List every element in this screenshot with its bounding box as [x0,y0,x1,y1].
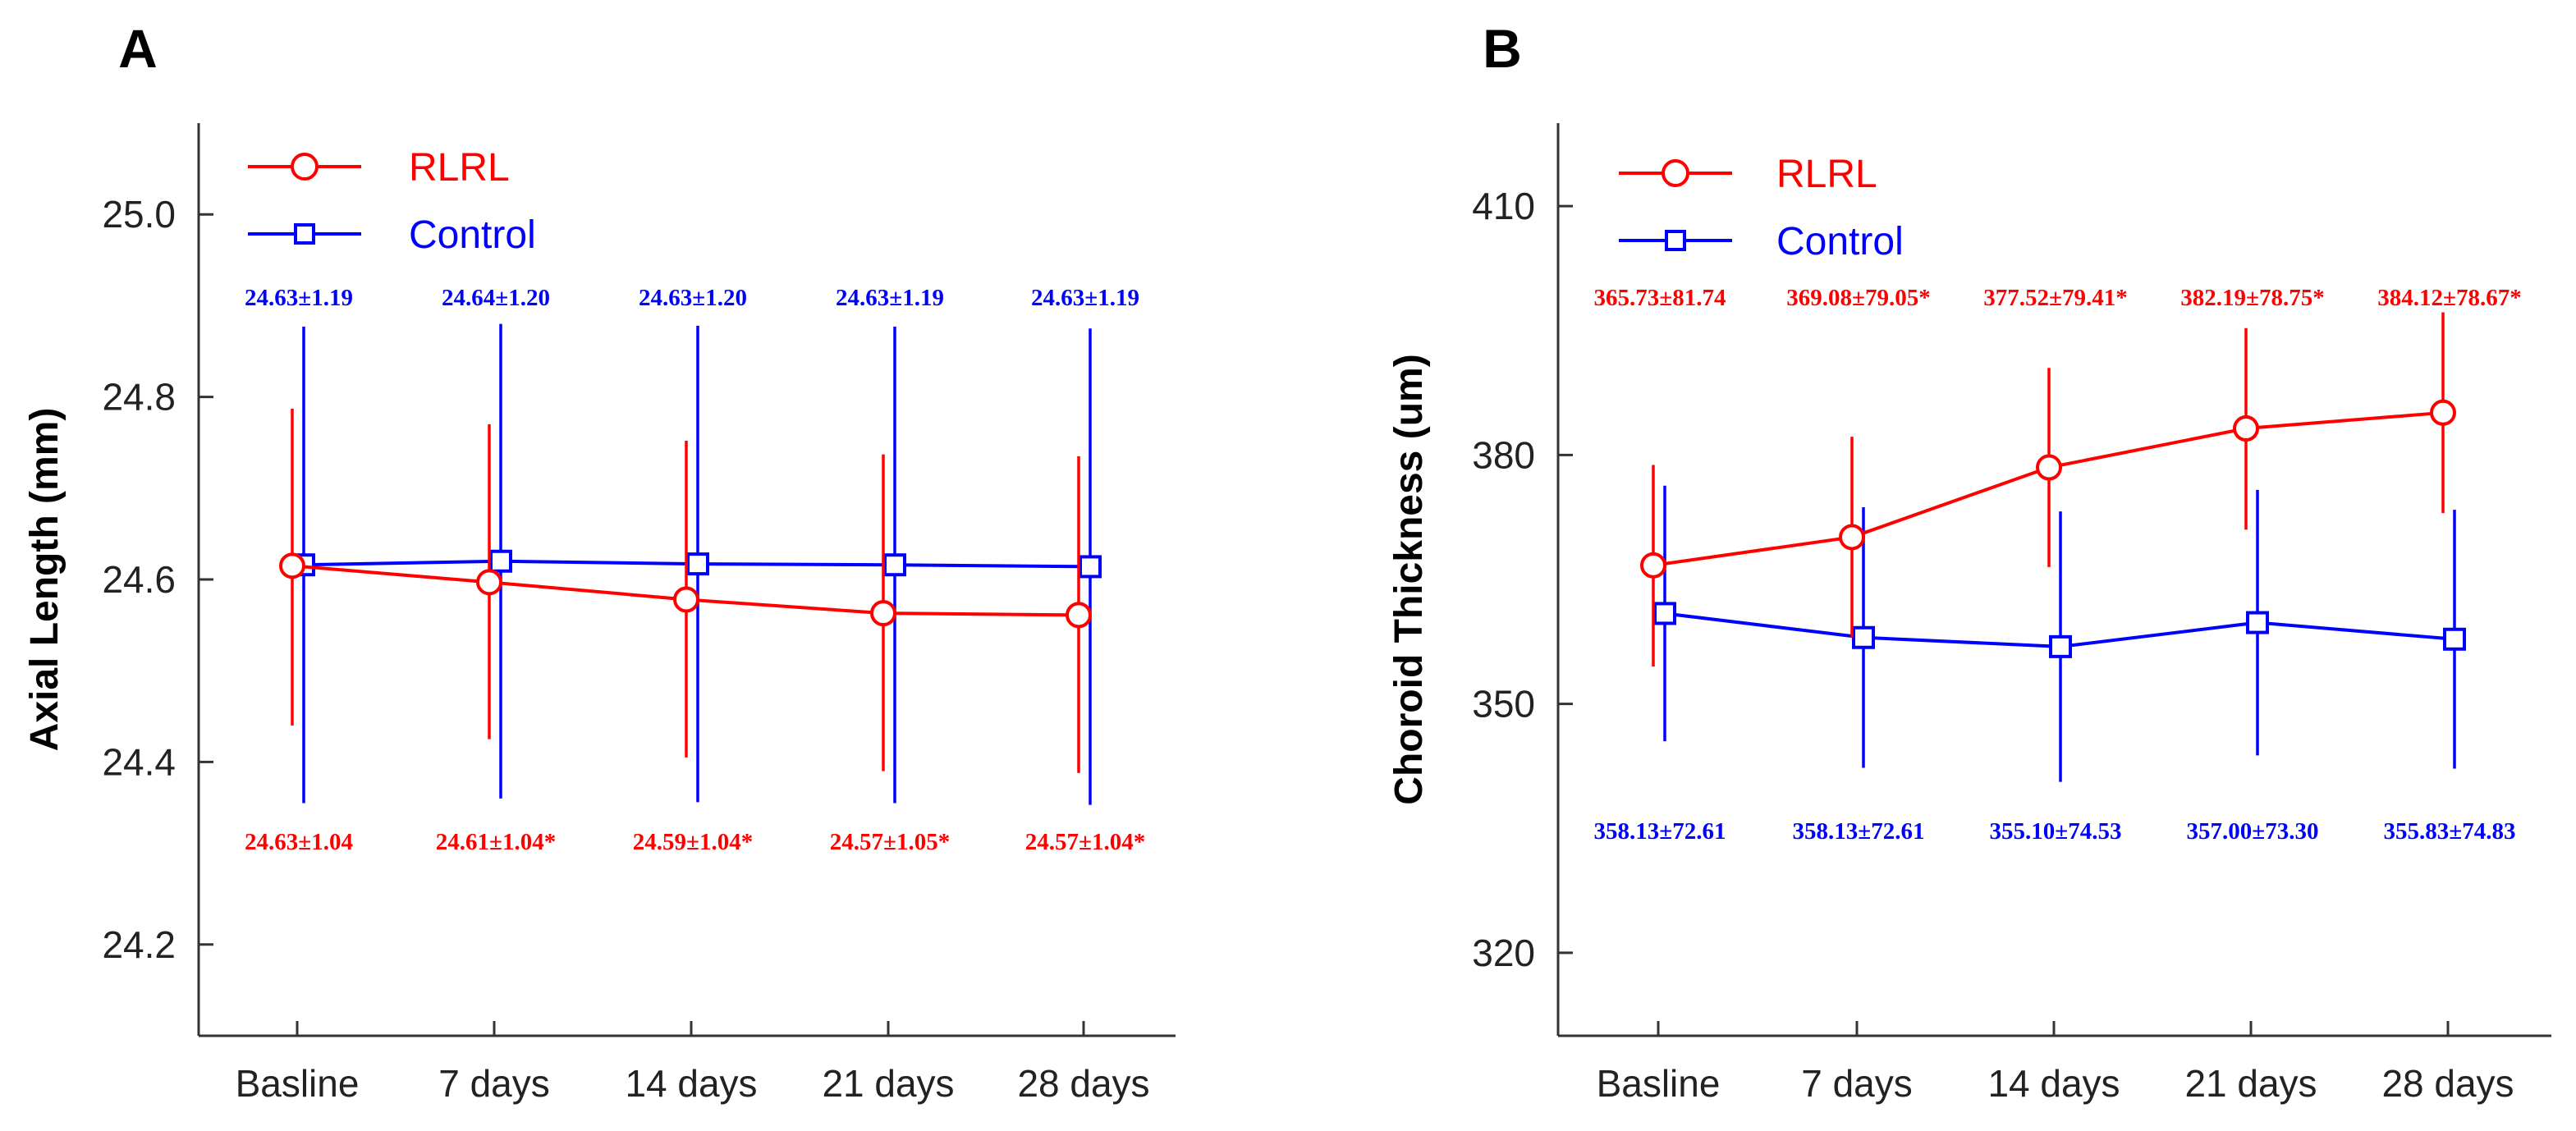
data-point [279,552,305,579]
x-tick-label: 28 days [2381,1062,2514,1105]
x-tick-label: Basline [236,1062,360,1105]
legend: RLRL Control [248,146,536,257]
data-point [2036,454,2062,481]
data-label: 358.13±72.61 [1793,818,1925,845]
series-control: 24.63±1.19 24.64±1.20 24.63±1.20 24.63±1.19… [245,285,1139,805]
data-point [2430,399,2456,426]
data-point [2246,611,2269,634]
data-label: 355.10±74.53 [1990,818,2122,845]
x-tick-label: Basline [1597,1062,1721,1105]
data-point [1066,602,1092,629]
x-tick-label: 7 days [1801,1062,1913,1105]
data-point [489,549,512,573]
data-label: 24.63±1.19 [1031,285,1139,311]
x-tick-label: 21 days [822,1062,954,1105]
x-tick-label: 7 days [438,1062,550,1105]
data-point [1079,555,1102,579]
data-label: 357.00±73.30 [2187,818,2319,845]
legend-marker [1665,230,1686,251]
data-point [476,569,502,596]
data-point [673,586,699,613]
legend-marker [294,223,315,245]
data-label: 24.63±1.20 [639,285,747,311]
y-tick-label: 350 [1472,683,1535,726]
legend-marker [1662,159,1689,187]
data-label: 24.63±1.19 [836,285,944,311]
data-label: 369.08±79.05* [1786,285,1930,311]
data-point [1653,602,1676,625]
y-tick-label: 320 [1472,932,1535,974]
data-label: 24.61±1.04* [436,829,556,855]
panel-a: A 24.2 24.4 24.6 24.8 25.0 Basline 7 days 14 day… [23,18,1176,1105]
x-tick-label: 14 days [1987,1062,2120,1105]
panel-letter: B [1483,18,1522,79]
y-tick-label: 25.0 [102,193,176,236]
data-point [883,553,906,577]
series-rlrl: 24.63±1.04 24.61±1.04* 24.59±1.04* 24.57±1.… [245,409,1145,855]
data-point [1640,552,1666,579]
data-point [870,600,896,627]
data-label: 24.64±1.20 [442,285,550,311]
panel-b: B 320 350 380 410 Basline 7 days 14 days 21 days… [1387,18,2551,1105]
series-rlrl: 365.73±81.74 369.08±79.05* 377.52±79.41* 38… [1594,285,2522,667]
legend-label: Control [409,213,536,257]
data-point [1852,625,1875,649]
data-label: 24.57±1.05* [830,829,950,855]
data-label: 24.63±1.19 [245,285,353,311]
data-label: 24.59±1.04* [633,829,753,855]
data-label: 358.13±72.61 [1594,818,1726,845]
legend-label: Control [1776,220,1904,263]
y-tick-label: 24.6 [102,558,176,601]
panel-letter: A [118,18,158,79]
data-label: 365.73±81.74 [1594,285,1726,311]
data-point [686,552,709,576]
x-tick-label: 28 days [1017,1062,1149,1105]
y-tick-label: 24.4 [102,740,176,783]
y-tick-label: 410 [1472,185,1535,227]
x-tick-label: 14 days [625,1062,757,1105]
data-label: 24.57±1.04* [1025,829,1145,855]
data-point [2049,634,2072,658]
y-axis-label: Choroid Thickness (um) [1387,354,1431,804]
legend-label: RLRL [409,146,510,190]
data-label: 355.83±74.83 [2384,818,2516,845]
series-control: 358.13±72.61 358.13±72.61 355.10±74.53 357.… [1594,485,2516,845]
y-axis-label: Axial Length (mm) [23,408,66,752]
data-label: 384.12±78.67* [2377,285,2521,311]
data-point [2443,627,2466,651]
data-label: 377.52±79.41* [1983,285,2127,311]
y-tick-label: 380 [1472,433,1535,476]
y-tick-label: 24.2 [102,923,176,966]
legend-label: RLRL [1776,153,1877,196]
legend: RLRL Control [1619,153,1904,263]
data-point [2233,415,2259,442]
data-label: 24.63±1.04 [245,829,353,855]
data-point [1839,524,1865,551]
data-label: 382.19±78.75* [2180,285,2324,311]
y-tick-label: 24.8 [102,376,176,419]
x-tick-label: 21 days [2184,1062,2317,1105]
legend-marker [291,153,319,181]
